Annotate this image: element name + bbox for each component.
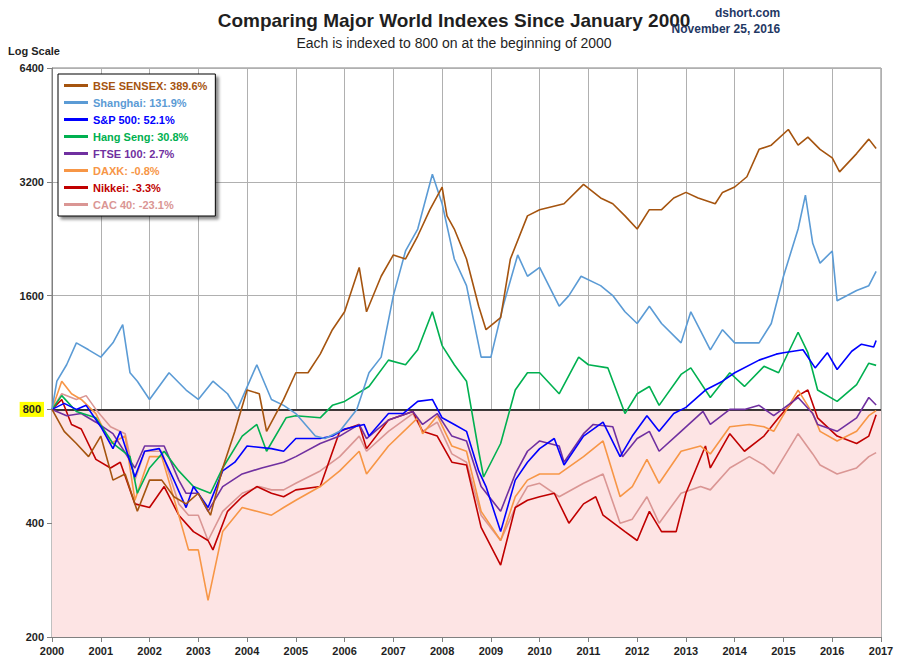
svg-text:BSE SENSEX: 389.6%: BSE SENSEX: 389.6% bbox=[93, 80, 208, 92]
svg-text:2009: 2009 bbox=[479, 645, 503, 657]
svg-text:DAXK: -0.8%: DAXK: -0.8% bbox=[93, 165, 160, 177]
svg-text:dshort.com: dshort.com bbox=[715, 6, 780, 20]
svg-text:2008: 2008 bbox=[430, 645, 454, 657]
svg-text:Shanghai: 131.9%: Shanghai: 131.9% bbox=[93, 97, 187, 109]
svg-text:2011: 2011 bbox=[576, 645, 600, 657]
svg-text:800: 800 bbox=[23, 403, 41, 415]
svg-text:2007: 2007 bbox=[381, 645, 405, 657]
svg-text:Comparing Major World Indexes: Comparing Major World Indexes Since Janu… bbox=[218, 10, 691, 31]
svg-text:2014: 2014 bbox=[722, 645, 747, 657]
svg-text:2012: 2012 bbox=[625, 645, 649, 657]
svg-text:2005: 2005 bbox=[284, 645, 308, 657]
svg-text:2001: 2001 bbox=[89, 645, 113, 657]
svg-text:Each is indexed to 800 on at t: Each is indexed to 800 on at the beginni… bbox=[296, 35, 611, 51]
svg-text:1600: 1600 bbox=[20, 290, 44, 302]
svg-text:FTSE 100: 2.7%: FTSE 100: 2.7% bbox=[93, 148, 175, 160]
svg-text:Log Scale: Log Scale bbox=[8, 45, 60, 57]
svg-text:2010: 2010 bbox=[527, 645, 551, 657]
svg-text:2002: 2002 bbox=[137, 645, 161, 657]
svg-text:3200: 3200 bbox=[20, 176, 44, 188]
svg-text:2000: 2000 bbox=[40, 645, 64, 657]
svg-text:2015: 2015 bbox=[771, 645, 795, 657]
svg-text:2016: 2016 bbox=[820, 645, 844, 657]
svg-text:November 25, 2016: November 25, 2016 bbox=[672, 22, 781, 36]
svg-text:2013: 2013 bbox=[674, 645, 698, 657]
svg-text:6400: 6400 bbox=[20, 62, 44, 74]
svg-text:200: 200 bbox=[26, 631, 44, 643]
svg-text:2017: 2017 bbox=[869, 645, 893, 657]
svg-text:CAC 40: -23.1%: CAC 40: -23.1% bbox=[93, 199, 174, 211]
svg-text:2004: 2004 bbox=[235, 645, 260, 657]
svg-text:Nikkei: -3.3%: Nikkei: -3.3% bbox=[93, 182, 161, 194]
svg-text:2006: 2006 bbox=[332, 645, 356, 657]
svg-text:S&P 500: 52.1%: S&P 500: 52.1% bbox=[93, 114, 175, 126]
svg-text:400: 400 bbox=[26, 517, 44, 529]
svg-text:Hang Seng: 30.8%: Hang Seng: 30.8% bbox=[93, 131, 189, 143]
svg-text:2003: 2003 bbox=[186, 645, 210, 657]
